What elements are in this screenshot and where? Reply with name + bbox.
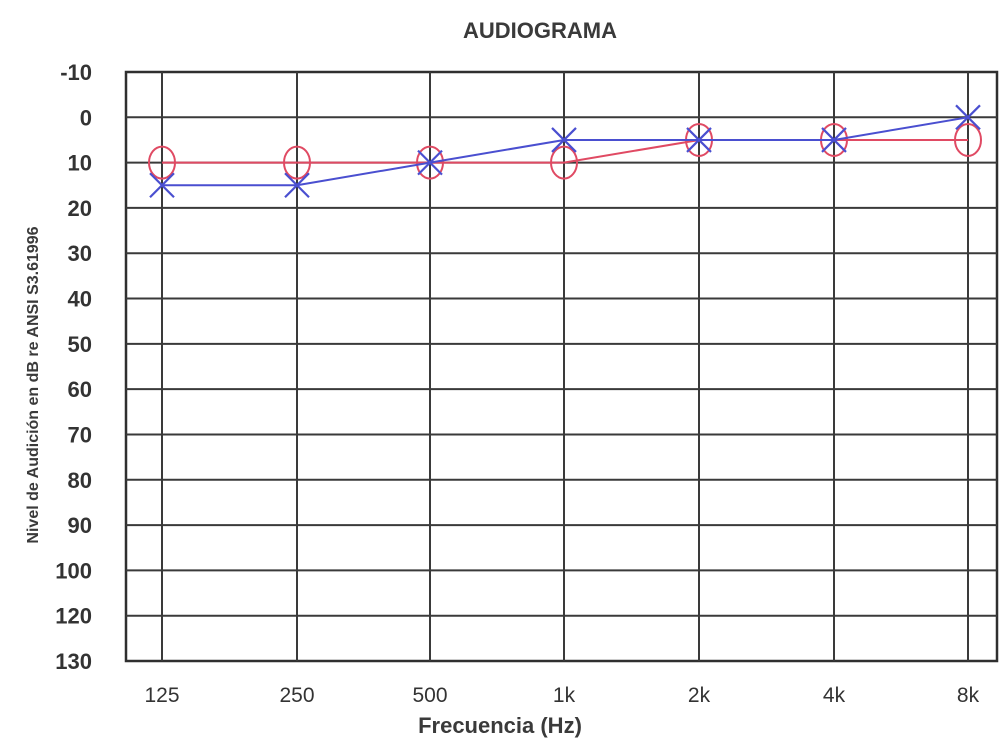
y-axis-label: Nivel de Audición en dB re ANSI S3.61996: [25, 226, 42, 543]
y-tick-label: 60: [68, 377, 92, 402]
y-tick-label: 90: [68, 513, 92, 538]
data-point-x-stroke: [551, 127, 577, 153]
data-point-circle: [550, 145, 578, 180]
data-point-x: [821, 127, 847, 153]
y-tick-label: -10: [60, 60, 92, 85]
y-tick-label: 10: [68, 151, 92, 176]
x-tick-label: 4k: [823, 684, 846, 707]
y-tick-label: 50: [68, 332, 92, 357]
x-tick-label: 500: [412, 684, 447, 707]
plot-frame: [124, 70, 999, 663]
data-point-x-stroke: [149, 172, 175, 199]
data-point-circle: [283, 145, 311, 180]
x-tick-label: 1k: [553, 684, 576, 707]
y-tick-label: 0: [80, 105, 92, 130]
data-point-x-stroke: [417, 149, 443, 176]
data-point-circle: [954, 122, 982, 157]
grid: [124, 70, 999, 663]
data-point-x: [284, 172, 310, 199]
data-point-x: [417, 149, 443, 176]
y-tick-label: 70: [68, 422, 92, 447]
x-axis-label: Frecuencia (Hz): [418, 713, 582, 738]
x-tick-label: 2k: [688, 684, 711, 707]
data-point-x-stroke: [955, 104, 981, 131]
data-point-circle: [148, 145, 176, 180]
x-tick-label: 250: [279, 684, 314, 707]
series-layer: [148, 104, 982, 199]
chart-title: AUDIOGRAMA: [463, 18, 617, 43]
x-tick-label: 8k: [957, 684, 980, 707]
data-point-x-stroke: [686, 127, 712, 153]
y-tick-label: 20: [68, 196, 92, 221]
y-tick-label: 120: [55, 604, 92, 629]
y-tick-label: 130: [55, 649, 92, 674]
data-point-x: [551, 127, 577, 153]
text-layer: AUDIOGRAMA Frecuencia (Hz) Nivel de Audi…: [25, 18, 980, 738]
y-tick-label: 30: [68, 241, 92, 266]
data-point-x-stroke: [821, 127, 847, 153]
y-tick-label: 80: [68, 468, 92, 493]
data-point-x-stroke: [284, 172, 310, 199]
data-point-circle: [416, 145, 444, 180]
x-tick-label: 125: [144, 684, 179, 707]
data-point-x: [955, 104, 981, 131]
y-tick-label: 40: [68, 287, 92, 312]
y-tick-label: 100: [55, 558, 92, 583]
data-point-x: [149, 172, 175, 199]
data-point-x: [686, 127, 712, 153]
